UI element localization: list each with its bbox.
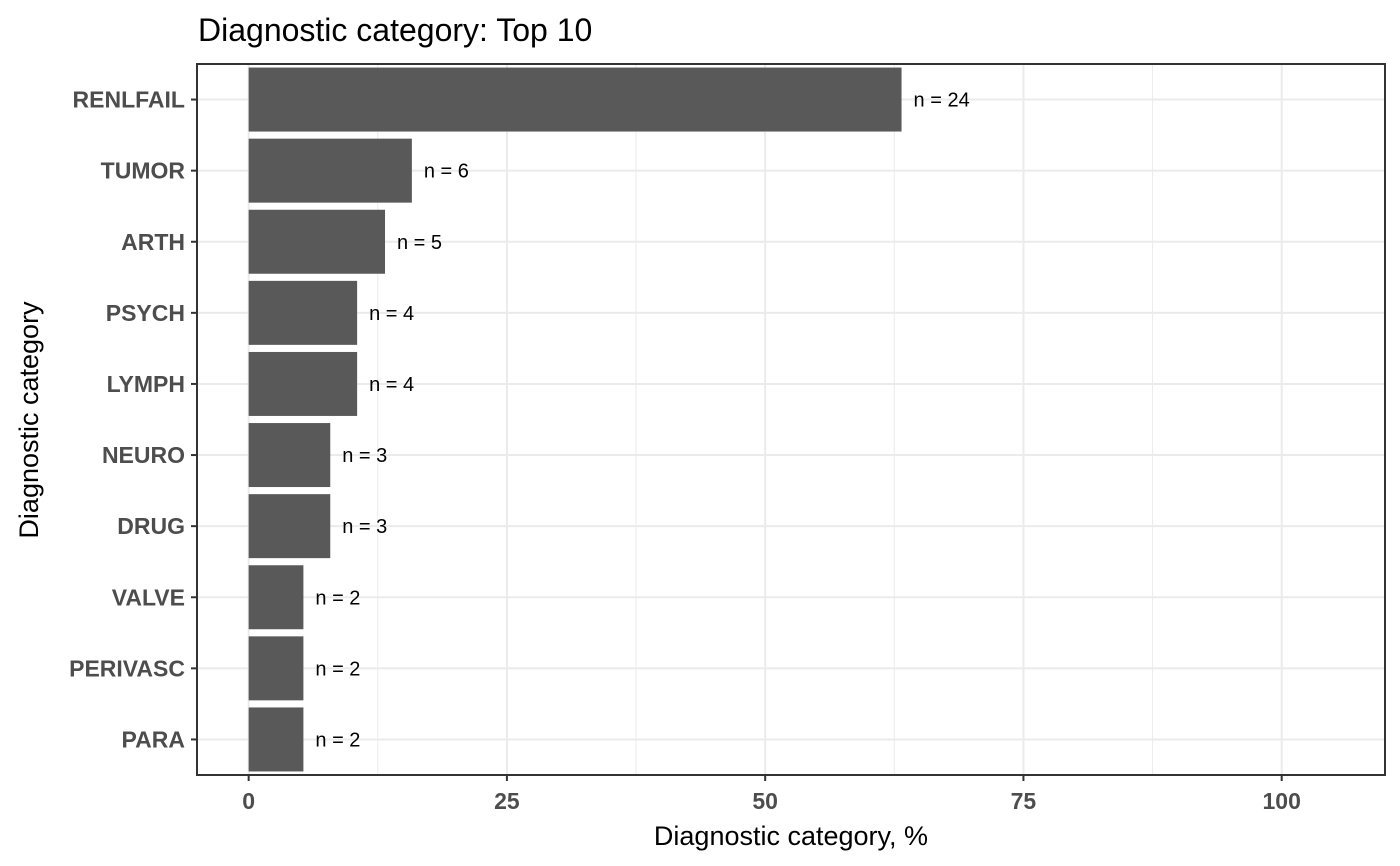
y-tick-label: PERIVASC bbox=[69, 655, 185, 681]
data-label: n = 3 bbox=[342, 516, 387, 538]
x-tick-label: 75 bbox=[1011, 788, 1037, 814]
y-tick-label: VALVE bbox=[112, 584, 185, 610]
data-label: n = 5 bbox=[397, 232, 442, 254]
x-tick-label: 0 bbox=[242, 788, 255, 814]
data-label: n = 4 bbox=[369, 374, 414, 396]
bar bbox=[248, 494, 331, 559]
bar bbox=[248, 138, 412, 203]
y-tick-label: ARTH bbox=[121, 229, 185, 255]
y-axis-title: Diagnostic category bbox=[14, 301, 44, 539]
y-tick-label: LYMPH bbox=[107, 371, 185, 397]
bars bbox=[248, 67, 902, 772]
bar bbox=[248, 209, 386, 274]
bar bbox=[248, 67, 902, 132]
data-label: n = 2 bbox=[315, 587, 360, 609]
x-tick-label: 50 bbox=[752, 788, 778, 814]
y-tick-label: NEURO bbox=[102, 442, 185, 468]
x-axis: 0 25 50 75 100 bbox=[242, 775, 1301, 814]
y-tick-label: PARA bbox=[122, 726, 185, 752]
data-label: n = 4 bbox=[369, 303, 414, 325]
y-tick-label: TUMOR bbox=[101, 158, 186, 184]
bar bbox=[248, 565, 304, 630]
bar bbox=[248, 351, 358, 416]
data-label: n = 24 bbox=[914, 90, 970, 112]
data-label: n = 2 bbox=[315, 729, 360, 751]
x-tick-label: 25 bbox=[494, 788, 520, 814]
y-axis: RENLFAIL TUMOR ARTH PSYCH LYMPH NEURO DRUG VALV… bbox=[69, 87, 197, 752]
data-label: n = 6 bbox=[424, 161, 469, 183]
bar bbox=[248, 280, 358, 345]
y-tick-label: DRUG bbox=[117, 513, 185, 539]
bar bbox=[248, 636, 304, 701]
bar bbox=[248, 423, 331, 488]
panel-border bbox=[196, 63, 1386, 776]
data-label: n = 3 bbox=[342, 445, 387, 467]
bar bbox=[248, 707, 304, 772]
x-tick-label: 100 bbox=[1263, 788, 1301, 814]
chart-title: Diagnostic category: Top 10 bbox=[198, 12, 592, 48]
y-tick-label: PSYCH bbox=[106, 300, 185, 326]
y-tick-label: RENLFAIL bbox=[73, 87, 185, 113]
data-labels: n = 24 n = 6 n = 5 n = 4 n = 4 n = 3 n = 3 n = … bbox=[315, 90, 969, 752]
data-label: n = 2 bbox=[315, 658, 360, 680]
x-axis-title: Diagnostic category, % bbox=[654, 821, 928, 851]
